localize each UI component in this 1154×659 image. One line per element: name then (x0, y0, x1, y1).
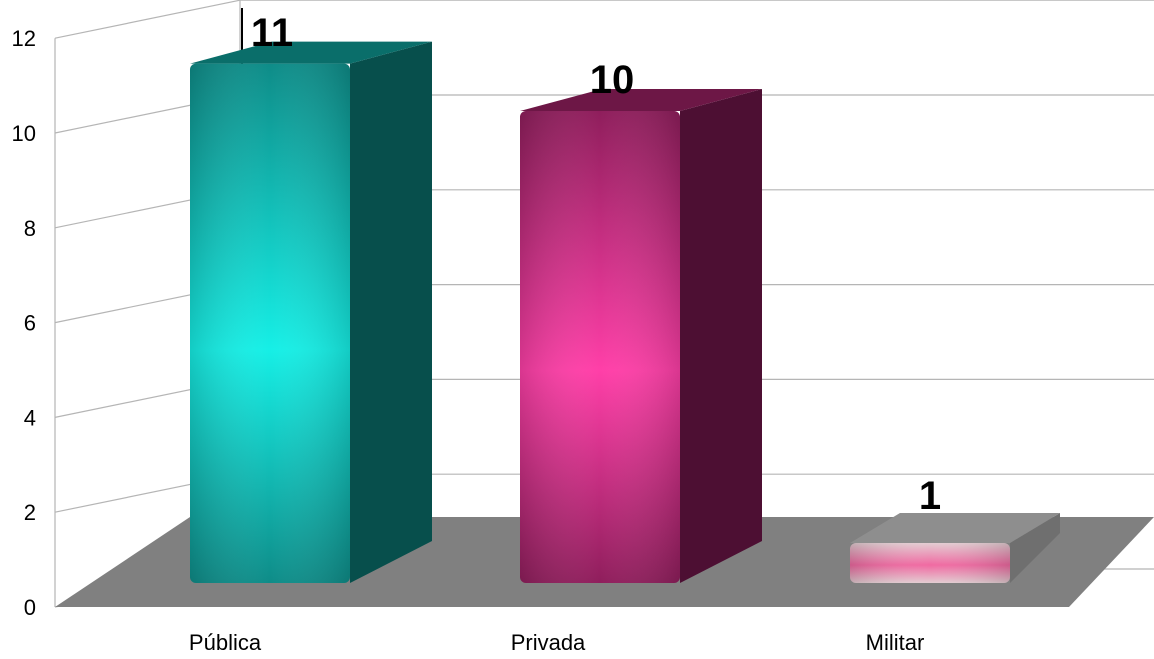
bar-side-militar (1010, 513, 1060, 583)
y-tick-label: 6 (24, 311, 36, 336)
data-label-privada: 10 (590, 58, 635, 102)
gridline-side (54, 0, 241, 39)
data-label-militar: 1 (919, 474, 941, 518)
category-labels: Pública Privada Militar (189, 630, 924, 655)
bar-shade-privada (520, 111, 680, 583)
y-tick-label: 10 (12, 121, 36, 146)
y-axis: 0 2 4 6 8 10 12 (12, 26, 56, 620)
bar-shade-militar (850, 543, 1010, 583)
y-tick-label: 8 (24, 216, 36, 241)
category-label-pública: Pública (189, 630, 262, 655)
data-label-pública: 11 (251, 11, 293, 55)
y-tick-label: 12 (12, 26, 36, 51)
data-labels: 11 10 1 (251, 11, 941, 518)
y-tick-label: 0 (24, 595, 36, 620)
category-label-privada: Privada (511, 630, 586, 655)
bar-shade-pública (190, 63, 350, 584)
y-tick-label: 2 (24, 500, 36, 525)
bar-side-pública (350, 41, 432, 584)
category-label-militar: Militar (866, 630, 925, 655)
y-tick-label: 4 (24, 405, 36, 430)
bar-side-privada (680, 89, 762, 583)
bar-top-pública (190, 41, 432, 64)
bar-top-militar (850, 513, 1060, 543)
bar-top-privada (520, 89, 762, 111)
bars (190, 41, 1060, 584)
